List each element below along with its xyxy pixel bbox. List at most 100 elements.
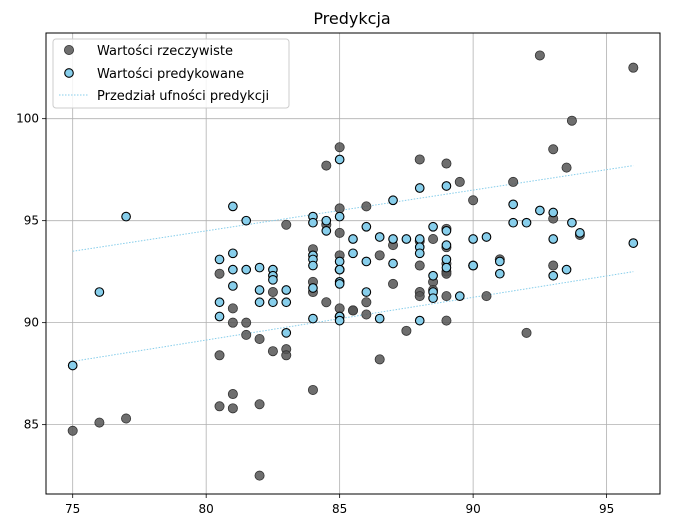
predicted-point	[388, 195, 398, 206]
predicted-point	[308, 313, 318, 324]
actual-point	[214, 401, 225, 412]
actual-point	[94, 417, 105, 428]
actual-point	[628, 62, 639, 73]
y-tick-label: 85	[24, 418, 39, 432]
actual-point	[254, 333, 265, 344]
predicted-point	[508, 217, 519, 228]
predicted-point	[441, 181, 452, 191]
actual-point	[254, 399, 265, 410]
predicted-point	[214, 254, 225, 265]
actual-point	[334, 227, 345, 238]
predicted-point	[388, 258, 398, 269]
legend-box	[52, 38, 290, 109]
predicted-point	[228, 264, 238, 275]
actual-point	[334, 142, 345, 153]
actual-point	[281, 219, 292, 230]
x-tick-label: 95	[599, 502, 614, 516]
predicted-point	[548, 270, 559, 281]
actual-point	[374, 250, 385, 261]
legend-label: Wartości predykowane	[97, 67, 244, 82]
actual-point	[361, 201, 372, 212]
predicted-point	[67, 360, 78, 371]
predicted-point	[441, 226, 452, 236]
actual-point	[454, 176, 465, 187]
predicted-point	[535, 205, 545, 216]
predicted-point	[281, 328, 292, 338]
actual-point	[374, 354, 385, 365]
predicted-point	[321, 215, 332, 226]
actual-point	[508, 176, 519, 187]
predicted-point	[428, 270, 438, 281]
predicted-point	[228, 248, 238, 259]
x-tick-label: 90	[465, 502, 480, 516]
predicted-point	[548, 207, 559, 218]
predicted-point	[334, 256, 345, 267]
predicted-point	[628, 238, 639, 248]
actual-point	[241, 317, 252, 328]
predicted-point	[428, 221, 438, 232]
actual-point	[361, 309, 372, 320]
predicted-point	[441, 240, 452, 250]
predicted-point	[334, 315, 345, 326]
predicted-point	[414, 234, 425, 244]
actual-point	[254, 470, 265, 481]
predicted-point	[214, 297, 225, 308]
predicted-point	[334, 264, 345, 275]
actual-point	[321, 297, 332, 308]
predicted-point	[348, 234, 358, 244]
predicted-point	[494, 268, 505, 279]
y-tick-label: 95	[24, 214, 39, 228]
actual-point	[428, 234, 439, 245]
predicted-point	[228, 281, 238, 291]
actual-point	[561, 162, 572, 173]
predicted-point	[414, 248, 425, 259]
actual-point	[361, 297, 372, 308]
legend-predicted-marker	[64, 68, 74, 78]
actual-point	[401, 325, 412, 336]
predicted-point	[441, 262, 452, 273]
predicted-point	[414, 183, 425, 193]
actual-point	[566, 115, 577, 126]
predicted-point	[348, 248, 358, 259]
predicted-point	[334, 279, 345, 289]
predicted-point	[401, 234, 412, 244]
actual-point	[521, 327, 532, 338]
actual-point	[414, 260, 425, 271]
interval-lower-line	[72, 271, 634, 362]
predicted-point	[268, 274, 278, 285]
predicted-point	[334, 154, 345, 165]
actual-point	[388, 278, 399, 289]
actual-point	[468, 195, 479, 206]
actual-point	[281, 350, 292, 361]
actual-point	[414, 154, 425, 165]
predicted-point	[494, 256, 505, 267]
plot-area-frame	[45, 32, 661, 495]
actual-point	[441, 315, 452, 326]
actual-point	[334, 203, 345, 214]
actual-point	[307, 384, 318, 395]
predicted-point	[567, 217, 577, 228]
actual-point	[321, 160, 332, 171]
actual-point	[267, 346, 278, 357]
predicted-point	[281, 285, 292, 295]
predicted-point	[254, 262, 265, 273]
legend-actual-marker	[64, 45, 75, 56]
actual-point	[227, 317, 238, 328]
predicted-point	[308, 283, 318, 293]
predicted-point	[268, 297, 278, 308]
predicted-point	[254, 297, 265, 308]
predicted-point	[441, 254, 452, 265]
actual-point	[241, 329, 252, 340]
predicted-point	[308, 260, 318, 271]
predicted-point	[561, 264, 572, 275]
chart-title: Predykcja	[313, 9, 390, 28]
predicted-point	[575, 228, 585, 238]
actual-point	[227, 303, 238, 314]
predicted-point	[521, 217, 532, 228]
predicted-point	[548, 234, 559, 244]
predicted-point	[454, 291, 465, 301]
x-tick-label: 80	[199, 502, 214, 516]
legend-label: Wartości rzeczywiste	[97, 44, 233, 59]
predicted-point	[94, 287, 105, 297]
